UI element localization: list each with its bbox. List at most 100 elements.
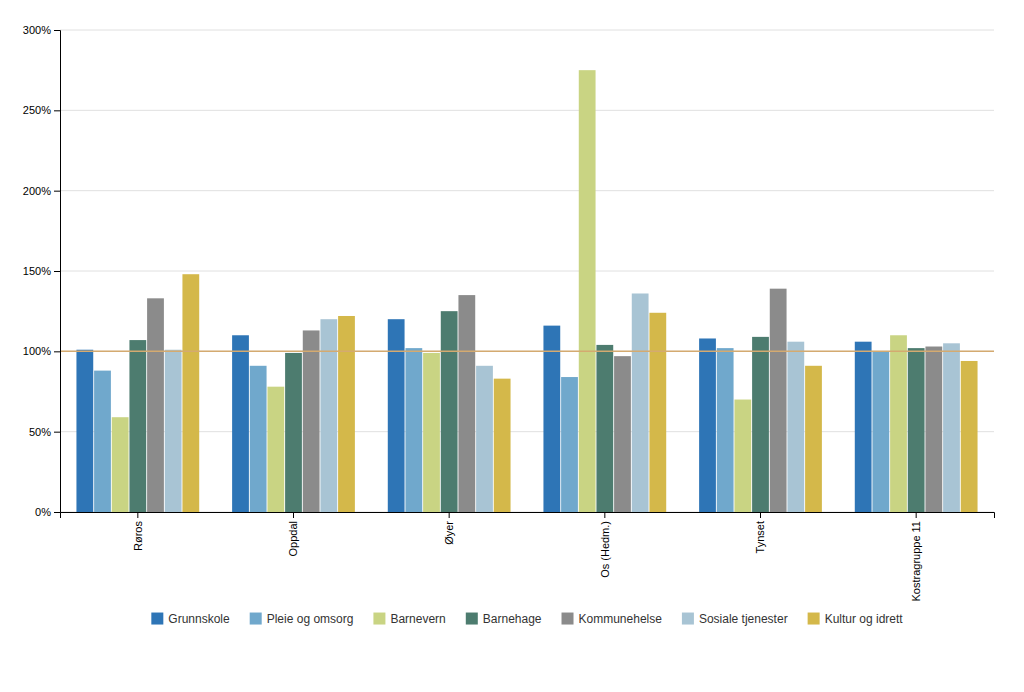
bar bbox=[805, 366, 822, 512]
bar bbox=[112, 417, 129, 512]
legend-label: Sosiale tjenester bbox=[699, 612, 788, 626]
bar bbox=[632, 293, 649, 512]
bar bbox=[925, 347, 942, 512]
x-tick-mark bbox=[604, 512, 605, 518]
x-axis: RørosOppdalØyerOs (Hedm.)TynsetKostragru… bbox=[61, 512, 995, 602]
bar bbox=[787, 342, 804, 512]
y-tick-label: 150% bbox=[23, 265, 51, 277]
bar bbox=[303, 330, 320, 512]
x-tick-label: Røros bbox=[132, 521, 144, 551]
bar bbox=[165, 350, 182, 512]
bar bbox=[561, 377, 578, 512]
bar-series bbox=[129, 311, 924, 512]
legend-label: Kultur og idrett bbox=[825, 612, 904, 626]
x-tick-label: Øyer bbox=[443, 521, 455, 545]
grid-line bbox=[60, 351, 994, 352]
bar bbox=[267, 387, 284, 512]
y-tick: 150% bbox=[23, 265, 60, 277]
bar bbox=[129, 340, 146, 512]
legend-label: Grunnskole bbox=[168, 612, 230, 626]
plot: 0%50%100%150%200%250%300%RørosOppdalØyer… bbox=[23, 24, 995, 626]
legend-item: Grunnskole bbox=[151, 612, 230, 626]
y-tick-label: 300% bbox=[23, 24, 51, 36]
x-tick-mark bbox=[760, 512, 761, 518]
legend-label: Barnevern bbox=[390, 612, 445, 626]
x-tick: Oppdal bbox=[287, 512, 299, 556]
x-tick: Øyer bbox=[443, 512, 455, 545]
bar bbox=[458, 295, 475, 512]
legend-label: Pleie og omsorg bbox=[267, 612, 354, 626]
bar bbox=[734, 400, 751, 512]
chart: 0%50%100%150%200%250%300%RørosOppdalØyer… bbox=[0, 0, 1024, 692]
legend-swatch bbox=[562, 613, 574, 625]
legend-item: Sosiale tjenester bbox=[682, 612, 788, 626]
bar bbox=[943, 343, 960, 512]
bar bbox=[872, 351, 889, 512]
y-tick-mark bbox=[54, 110, 60, 111]
legend-swatch bbox=[250, 613, 262, 625]
legend-swatch bbox=[466, 613, 478, 625]
x-axis-line bbox=[61, 513, 995, 519]
x-tick: Røros bbox=[132, 512, 144, 551]
bar bbox=[908, 348, 925, 512]
bar bbox=[94, 371, 111, 512]
bar bbox=[76, 350, 93, 512]
bar bbox=[614, 356, 631, 512]
bar bbox=[250, 366, 267, 512]
y-tick-label: 50% bbox=[29, 426, 51, 438]
legend-label: Barnehage bbox=[483, 612, 542, 626]
y-tick-label: 0% bbox=[35, 506, 51, 518]
grid bbox=[60, 30, 994, 512]
bars bbox=[60, 70, 994, 512]
y-axis-line bbox=[54, 31, 61, 513]
bar bbox=[770, 289, 787, 512]
bar-series bbox=[147, 289, 942, 512]
y-tick-label: 250% bbox=[23, 104, 51, 116]
legend-swatch bbox=[373, 613, 385, 625]
bar bbox=[717, 348, 734, 512]
bar-series bbox=[165, 293, 960, 512]
y-tick-mark bbox=[54, 512, 60, 513]
bar bbox=[423, 353, 440, 512]
y-tick-mark bbox=[54, 30, 60, 31]
x-tick: Tynset bbox=[754, 512, 766, 553]
x-tick-label: Oppdal bbox=[287, 521, 299, 556]
bar bbox=[855, 342, 872, 512]
grid-line bbox=[60, 110, 994, 111]
reference-line bbox=[60, 351, 994, 353]
y-tick: 0% bbox=[35, 506, 60, 518]
legend-swatch bbox=[808, 613, 820, 625]
bar bbox=[596, 345, 613, 512]
x-tick-mark bbox=[449, 512, 450, 518]
grid-line bbox=[60, 271, 994, 272]
bar bbox=[543, 326, 560, 512]
legend-swatch bbox=[151, 613, 163, 625]
legend-item: Kultur og idrett bbox=[808, 612, 904, 626]
grid-line bbox=[60, 431, 994, 432]
bar bbox=[961, 361, 978, 512]
x-tick-label: Os (Hedm.) bbox=[599, 521, 611, 578]
y-tick: 300% bbox=[23, 24, 60, 36]
x-tick-mark bbox=[293, 512, 294, 518]
x-tick-mark bbox=[916, 512, 917, 518]
legend-label: Kommunehelse bbox=[579, 612, 663, 626]
y-axis: 0%50%100%150%200%250%300% bbox=[23, 24, 61, 518]
bar bbox=[388, 319, 405, 512]
legend-item: Pleie og omsorg bbox=[250, 612, 354, 626]
legend-swatch bbox=[682, 613, 694, 625]
y-tick: 250% bbox=[23, 104, 60, 116]
bar bbox=[890, 335, 907, 512]
x-tick: Os (Hedm.) bbox=[599, 512, 611, 578]
bar bbox=[476, 366, 493, 512]
y-tick: 100% bbox=[23, 345, 60, 357]
y-tick-mark bbox=[54, 191, 60, 192]
bar bbox=[320, 319, 337, 512]
bar bbox=[338, 316, 355, 512]
y-tick-mark bbox=[54, 432, 60, 433]
grid-line bbox=[60, 190, 994, 191]
grid-line bbox=[60, 30, 994, 31]
bar bbox=[285, 353, 302, 512]
bar bbox=[405, 348, 422, 512]
bar bbox=[232, 335, 249, 512]
legend-item: Kommunehelse bbox=[562, 612, 663, 626]
